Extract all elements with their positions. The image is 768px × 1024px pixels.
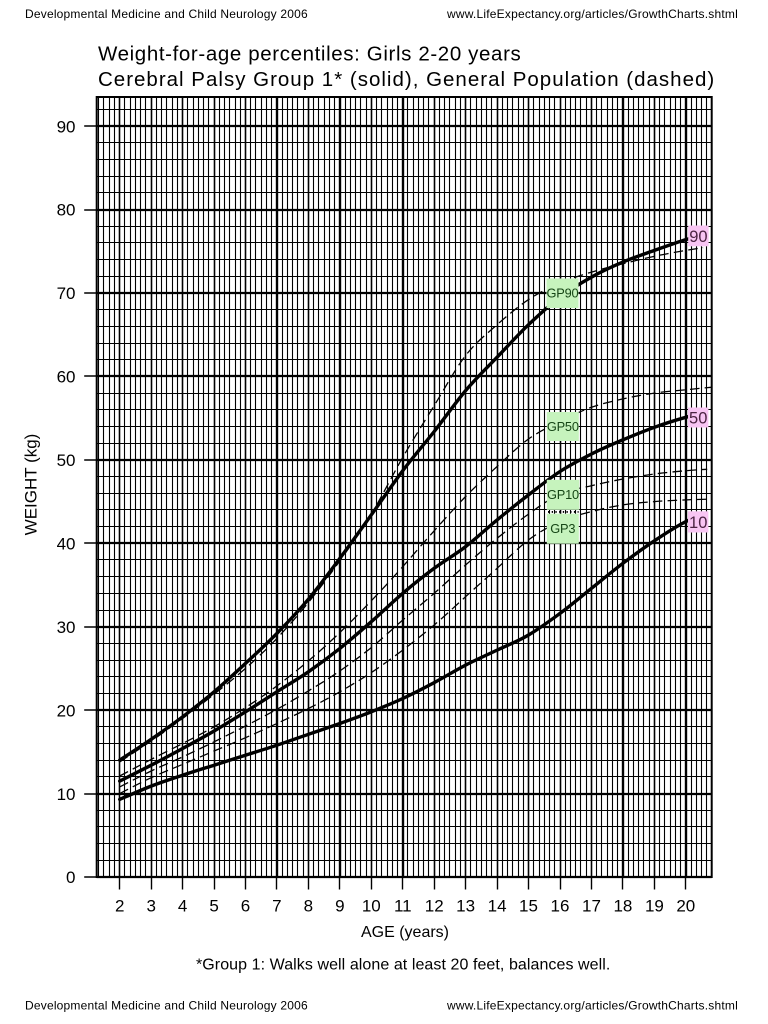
svg-text:Weight-for-age percentiles: Gi: Weight-for-age percentiles: Girls 2-20 y… — [98, 43, 521, 66]
svg-text:6: 6 — [241, 897, 250, 916]
svg-text:*Group 1: Walks well alone at: *Group 1: Walks well alone at least 20 f… — [196, 957, 610, 974]
svg-text:70: 70 — [57, 284, 76, 303]
svg-text:5: 5 — [209, 897, 218, 916]
svg-text:www.LifeExpectancy.org/article: www.LifeExpectancy.org/articles/GrowthCh… — [446, 999, 738, 1013]
svg-text:60: 60 — [57, 368, 76, 387]
svg-text:Developmental Medicine and Chi: Developmental Medicine and Child Neurolo… — [25, 999, 308, 1013]
svg-text:GP10: GP10 — [547, 487, 579, 502]
svg-text:GP90: GP90 — [547, 286, 579, 301]
svg-text:10: 10 — [362, 897, 381, 916]
svg-text:30: 30 — [57, 618, 76, 637]
svg-text:50: 50 — [689, 410, 707, 428]
svg-text:10: 10 — [57, 785, 76, 804]
svg-text:WEIGHT (kg): WEIGHT (kg) — [22, 434, 41, 536]
svg-text:8: 8 — [304, 897, 313, 916]
svg-text:19: 19 — [645, 897, 664, 916]
svg-text:AGE (years): AGE (years) — [361, 924, 449, 941]
svg-text:17: 17 — [582, 897, 601, 916]
svg-text:GP50: GP50 — [547, 419, 579, 434]
svg-text:GP3: GP3 — [550, 521, 575, 536]
svg-text:4: 4 — [178, 897, 187, 916]
svg-text:3: 3 — [146, 897, 155, 916]
svg-text:50: 50 — [57, 451, 76, 470]
svg-text:18: 18 — [613, 897, 632, 916]
svg-text:11: 11 — [394, 897, 412, 916]
svg-text:www.LifeExpectancy.org/article: www.LifeExpectancy.org/articles/GrowthCh… — [446, 7, 738, 21]
svg-text:90: 90 — [689, 228, 707, 246]
svg-text:Developmental Medicine and Chi: Developmental Medicine and Child Neurolo… — [25, 7, 308, 21]
svg-text:0: 0 — [66, 868, 75, 887]
svg-text:13: 13 — [456, 897, 475, 916]
svg-text:9: 9 — [335, 897, 344, 916]
svg-text:7: 7 — [272, 897, 281, 916]
svg-text:14: 14 — [488, 897, 507, 916]
svg-text:16: 16 — [551, 897, 570, 916]
svg-text:80: 80 — [57, 201, 76, 220]
svg-text:20: 20 — [57, 701, 76, 720]
svg-text:Cerebral Palsy Group 1* (solid: Cerebral Palsy Group 1* (solid), General… — [98, 68, 715, 91]
svg-text:20: 20 — [676, 897, 695, 916]
svg-text:40: 40 — [57, 535, 76, 554]
svg-text:90: 90 — [57, 117, 76, 136]
svg-text:2: 2 — [115, 897, 124, 916]
svg-text:15: 15 — [519, 897, 538, 916]
svg-text:10: 10 — [689, 514, 707, 532]
svg-text:12: 12 — [425, 897, 444, 916]
